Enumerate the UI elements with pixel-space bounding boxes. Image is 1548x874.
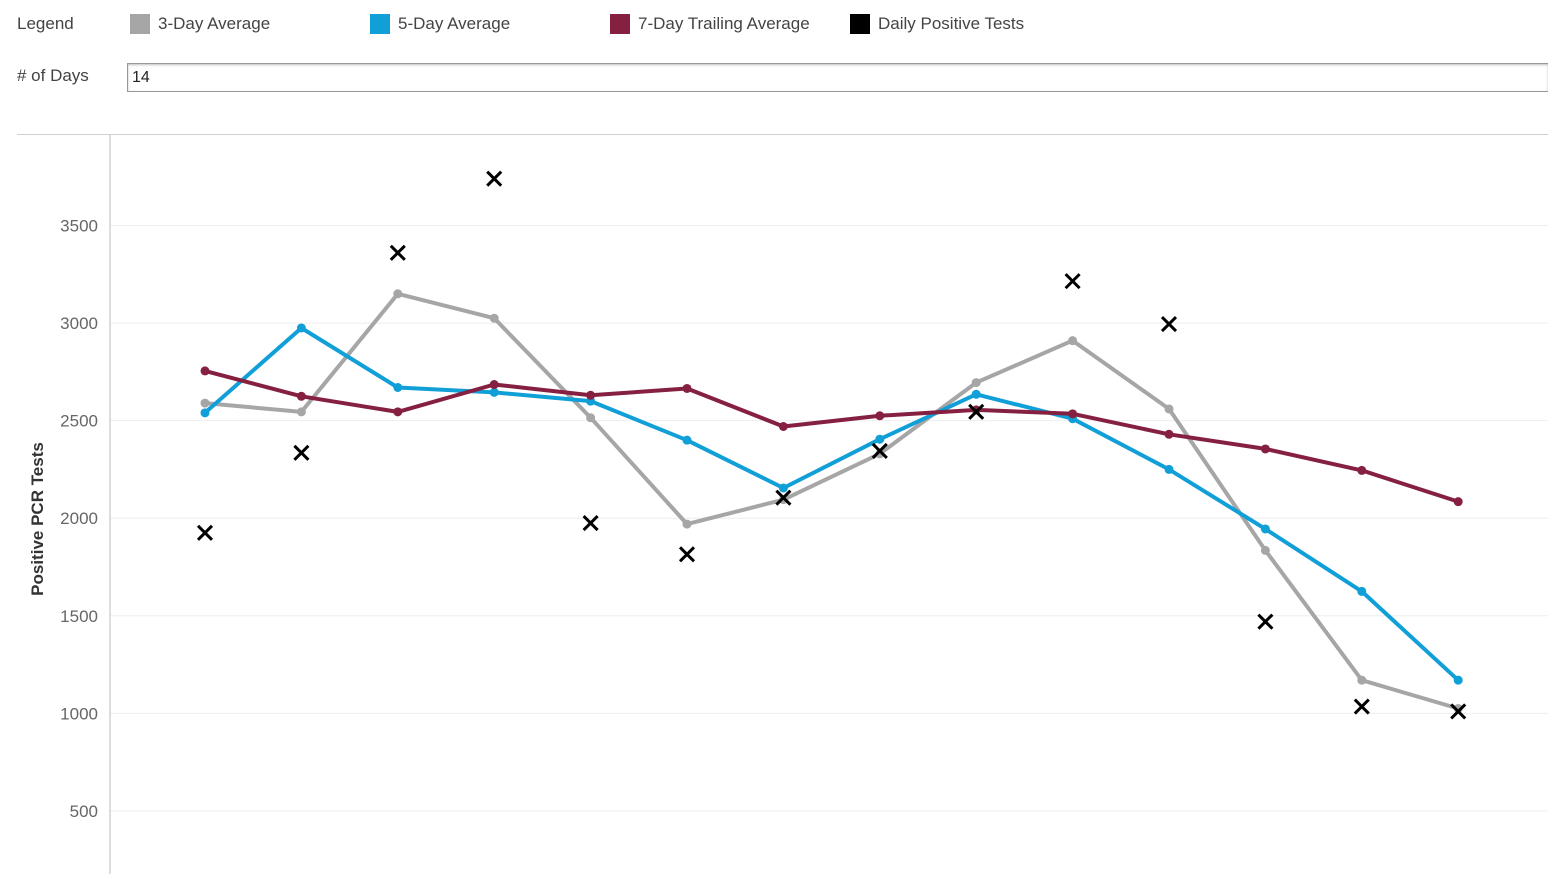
point-7-day-trailing-average-4[interactable]: [586, 390, 596, 400]
y-tick-label-2000: 2000: [60, 509, 98, 528]
point-7-day-trailing-average-9[interactable]: [1068, 409, 1078, 419]
y-tick-label-500: 500: [70, 802, 98, 821]
point-7-day-trailing-average-5[interactable]: [682, 383, 692, 393]
legend-swatch-5-day-average: [370, 14, 390, 34]
line-3-day-average: [203, 291, 1461, 711]
legend-item-5-day-average[interactable]: 5-Day Average: [370, 13, 510, 35]
point-7-day-trailing-average-2[interactable]: [393, 407, 403, 417]
point-7-day-trailing-average-12[interactable]: [1357, 465, 1367, 475]
legend-label-7-day-trailing-average: 7-Day Trailing Average: [638, 14, 810, 33]
point-5-day-average-8[interactable]: [971, 389, 981, 399]
point-5-day-average-7[interactable]: [875, 434, 885, 444]
point-5-day-average-6[interactable]: [778, 483, 788, 493]
point-5-day-average-12[interactable]: [1357, 586, 1367, 596]
point-5-day-average-10[interactable]: [1164, 464, 1174, 474]
point-3-day-average-11[interactable]: [1260, 545, 1270, 555]
legend-swatch-daily-positive-tests: [850, 14, 870, 34]
point-5-day-average-11[interactable]: [1260, 524, 1270, 534]
point-3-day-average-4[interactable]: [586, 413, 596, 423]
days-label: # of Days: [17, 66, 89, 85]
y-tick-label-1500: 1500: [60, 607, 98, 626]
point-5-day-average-2[interactable]: [393, 382, 403, 392]
y-tick-label-1000: 1000: [60, 704, 98, 723]
grid: [110, 225, 1548, 812]
line-5-day-average: [203, 326, 1461, 683]
series-daily-positive-tests: [196, 170, 1467, 720]
legend-item-7-day-trailing-average[interactable]: 7-Day Trailing Average: [610, 13, 810, 35]
point-3-day-average-2[interactable]: [393, 289, 403, 299]
point-3-day-average-9[interactable]: [1068, 336, 1078, 346]
line-7-day-trailing-average: [203, 368, 1461, 504]
marker-daily-positive-tests-13[interactable]: [1450, 703, 1467, 720]
point-7-day-trailing-average-0[interactable]: [200, 366, 210, 376]
legend-label-5-day-average: 5-Day Average: [398, 14, 511, 33]
point-7-day-trailing-average-3[interactable]: [489, 380, 499, 390]
marker-daily-positive-tests-2[interactable]: [389, 244, 406, 261]
point-3-day-average-8[interactable]: [971, 378, 981, 388]
point-3-day-average-3[interactable]: [489, 313, 499, 323]
marker-daily-positive-tests-1[interactable]: [293, 444, 310, 461]
point-5-day-average-3[interactable]: [489, 387, 499, 397]
marker-daily-positive-tests-3[interactable]: [486, 170, 503, 187]
legend-item-daily-positive-tests[interactable]: Daily Positive Tests: [850, 13, 1024, 35]
series-5-day-average: [200, 323, 1463, 685]
marker-daily-positive-tests-4[interactable]: [582, 515, 599, 532]
y-axis-ticks: 500 1000 1500 2000 2500 3000 3500: [60, 217, 98, 821]
y-axis-title: Positive PCR Tests: [28, 442, 47, 596]
marker-daily-positive-tests-9[interactable]: [1064, 273, 1081, 290]
point-7-day-trailing-average-10[interactable]: [1164, 429, 1174, 439]
legend-title: Legend: [17, 14, 74, 33]
point-3-day-average-5[interactable]: [682, 519, 692, 529]
legend: Legend 3-Day Average 5-Day Average 7-Day…: [0, 0, 1548, 50]
legend-swatch-3-day-average: [130, 14, 150, 34]
marker-daily-positive-tests-12[interactable]: [1353, 698, 1370, 715]
point-7-day-trailing-average-6[interactable]: [778, 422, 788, 432]
point-5-day-average-0[interactable]: [200, 408, 210, 418]
y-tick-label-2500: 2500: [60, 412, 98, 431]
point-5-day-average-13[interactable]: [1453, 675, 1463, 685]
point-7-day-trailing-average-7[interactable]: [875, 411, 885, 421]
point-5-day-average-5[interactable]: [682, 435, 692, 445]
point-7-day-trailing-average-1[interactable]: [296, 391, 306, 401]
point-7-day-trailing-average-11[interactable]: [1260, 444, 1270, 454]
point-5-day-average-1[interactable]: [296, 323, 306, 333]
marker-daily-positive-tests-11[interactable]: [1257, 613, 1274, 630]
point-7-day-trailing-average-13[interactable]: [1453, 497, 1463, 507]
y-tick-label-3000: 3000: [60, 314, 98, 333]
legend-item-3-day-average[interactable]: 3-Day Average: [130, 13, 270, 35]
point-3-day-average-1[interactable]: [296, 407, 306, 417]
days-input[interactable]: [127, 63, 1548, 92]
marker-daily-positive-tests-6[interactable]: [775, 489, 792, 506]
divider: [17, 134, 1548, 135]
series-7-day-trailing-average: [200, 366, 1463, 507]
legend-swatch-7-day-trailing-average: [610, 14, 630, 34]
days-control: # of Days: [0, 60, 1548, 96]
legend-label-daily-positive-tests: Daily Positive Tests: [878, 14, 1025, 33]
point-3-day-average-0[interactable]: [200, 398, 210, 408]
series: [196, 170, 1467, 720]
marker-daily-positive-tests-8[interactable]: [968, 403, 985, 420]
marker-daily-positive-tests-0[interactable]: [196, 524, 214, 541]
point-3-day-average-10[interactable]: [1164, 404, 1174, 414]
marker-daily-positive-tests-10[interactable]: [1160, 315, 1178, 333]
point-3-day-average-12[interactable]: [1357, 675, 1367, 685]
marker-daily-positive-tests-7[interactable]: [871, 442, 888, 459]
y-tick-label-3500: 3500: [60, 217, 98, 236]
series-3-day-average: [200, 289, 1463, 713]
legend-label-3-day-average: 3-Day Average: [158, 14, 271, 33]
marker-daily-positive-tests-5[interactable]: [678, 546, 696, 563]
